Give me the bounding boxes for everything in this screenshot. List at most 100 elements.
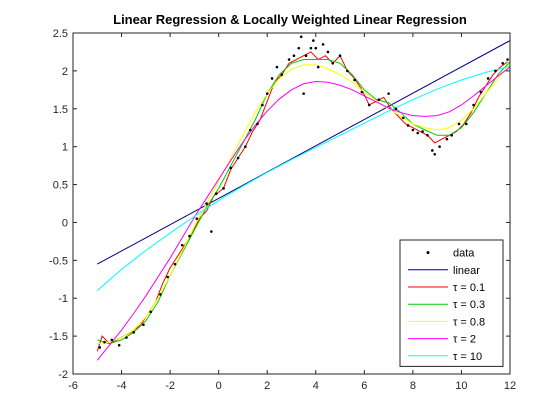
data-point: [326, 50, 330, 54]
data-point: [431, 149, 434, 152]
data-point: [280, 73, 284, 76]
data-point: [338, 54, 342, 58]
data-point: [486, 77, 490, 80]
data-point: [297, 46, 301, 50]
series-line-2: [97, 59, 510, 345]
data-point: [377, 98, 381, 101]
data-point: [256, 122, 259, 126]
data-point: [426, 134, 429, 137]
y-tick-label: 1.5: [53, 104, 68, 116]
x-tick-label: 0: [216, 380, 222, 392]
data-point: [316, 65, 320, 69]
data-point: [299, 35, 303, 39]
legend: data linear τ = 0.1 τ = 0.3 τ = 0.8 τ = 2 τ = …: [399, 239, 504, 367]
series-line-0: [97, 40, 510, 265]
data-point: [236, 156, 240, 160]
series-line-4: [96, 66, 510, 361]
plot-content: [96, 35, 510, 361]
x-tick-label: 4: [313, 380, 319, 392]
data-point: [132, 331, 135, 334]
data-point: [287, 58, 291, 61]
data-point: [501, 62, 505, 65]
x-tick-label: 10: [455, 380, 467, 392]
legend-label: τ = 2: [453, 334, 476, 346]
x-tick-label: 8: [410, 380, 416, 392]
plot-marks: [96, 35, 510, 361]
series-line-5: [96, 65, 510, 292]
data-point: [314, 46, 318, 50]
data-point: [450, 134, 454, 137]
data-point: [214, 192, 218, 195]
y-tick-label: -1: [58, 293, 68, 305]
data-point: [159, 293, 162, 296]
data-point: [465, 122, 468, 126]
data-point: [166, 275, 169, 279]
data-point: [387, 92, 390, 95]
data-point: [304, 54, 308, 58]
data-point: [367, 103, 371, 107]
y-tick-label: 2: [62, 66, 68, 78]
legend-label: τ = 10: [453, 351, 482, 363]
data-point: [125, 336, 128, 339]
y-tick-label: -2: [58, 369, 68, 381]
data-point: [321, 43, 325, 46]
data-point: [346, 69, 349, 73]
x-tick-label: -6: [68, 380, 78, 392]
data-point: [275, 65, 279, 69]
data-point: [180, 243, 184, 247]
legend-label: data: [453, 248, 475, 260]
data-point: [248, 128, 252, 132]
x-tick-label: -4: [117, 380, 127, 392]
legend-marker-data: [426, 251, 430, 255]
data-point: [117, 343, 121, 347]
data-point: [265, 92, 269, 95]
x-tick-label: 2: [264, 380, 270, 392]
data-point: [98, 346, 102, 349]
data-point: [433, 152, 437, 156]
legend-label: τ = 0.1: [453, 282, 485, 294]
y-tick-label: 2.5: [53, 28, 68, 40]
x-tick-label: -2: [165, 380, 175, 392]
legend-label: τ = 0.3: [453, 299, 485, 311]
y-tick-label: -0.5: [49, 255, 68, 267]
data-point: [494, 69, 497, 73]
y-tick-label: 0.5: [53, 180, 68, 192]
data-point: [188, 234, 191, 238]
data-point: [331, 62, 335, 65]
data-point: [149, 310, 152, 314]
axes-box: [72, 32, 511, 375]
chart-title: Linear Regression & Locally Weighted Lin…: [113, 12, 467, 27]
data-point: [472, 103, 475, 107]
data-point: [411, 128, 415, 132]
legend-box: [399, 239, 504, 367]
data-point: [261, 103, 264, 107]
legend-label: linear: [453, 265, 480, 277]
data-point: [506, 58, 509, 61]
data-point: [205, 202, 208, 205]
y-tick-label: 0: [62, 217, 68, 229]
data-point: [292, 54, 296, 58]
data-point: [457, 122, 461, 126]
data-point: [142, 323, 145, 327]
y-tick-label: -1.5: [49, 331, 68, 343]
x-tick-label: 12: [504, 380, 516, 392]
data-point: [438, 145, 441, 148]
data-point: [360, 90, 364, 94]
data-point: [421, 130, 424, 133]
data-point: [110, 338, 114, 342]
data-point: [353, 78, 356, 82]
data-point: [312, 39, 315, 42]
data-point: [416, 131, 420, 135]
data-point: [394, 107, 398, 111]
data-point: [270, 77, 274, 80]
data-point: [173, 262, 177, 266]
legend-label: τ = 0.8: [453, 316, 485, 328]
axes: -6 -4 -2 0 2 4 6 8 10 12 -2 -1.5 -1 -0.5 0 0.5 1 1.5 2 2.5: [49, 28, 516, 392]
data-point: [195, 217, 199, 220]
data-point: [302, 92, 305, 95]
data-point: [210, 230, 213, 233]
data-point: [244, 145, 247, 148]
data-point: [479, 90, 483, 94]
data-point: [445, 137, 449, 141]
